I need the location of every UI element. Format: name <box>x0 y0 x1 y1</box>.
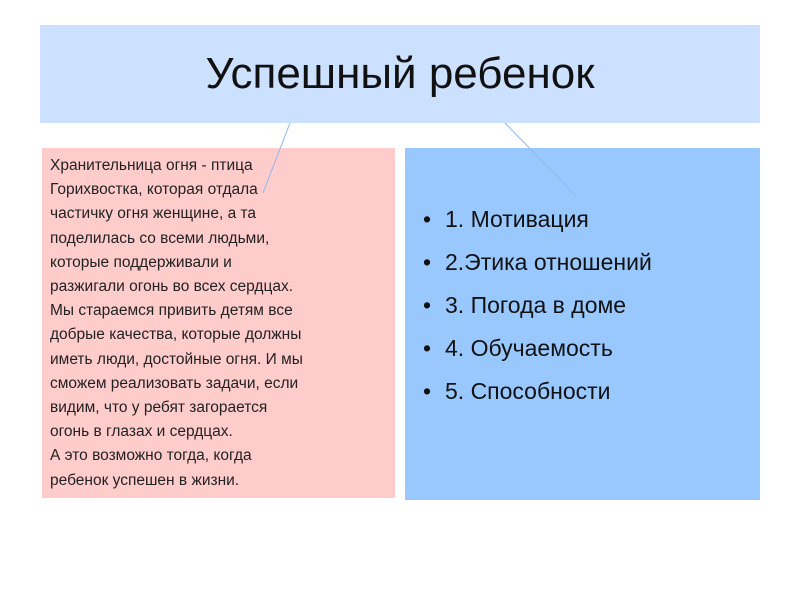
factors-box: • 1. Мотивация • 2.Этика отношений • 3. Погод… <box>405 148 760 500</box>
description-line: сможем реализовать задачи, если <box>50 374 299 392</box>
description-line: частичку огня женщине, а та <box>50 205 257 223</box>
description-line: Хранительница огня - птица <box>50 157 253 174</box>
list-item-label: 2.Этика отношений <box>445 249 652 275</box>
list-item: • 5. Способности <box>423 370 652 413</box>
factors-list: • 1. Мотивация • 2.Этика отношений • 3. Погод… <box>423 198 652 413</box>
description-line: Мы стараемся привить детям все <box>50 302 293 320</box>
description-box: Хранительница огня - птица Горихвостка, к… <box>42 148 395 498</box>
list-item-label: 5. Способности <box>445 378 611 404</box>
bullet-icon: • <box>423 378 432 404</box>
description-line: огонь в глазах и сердцах. <box>50 423 233 441</box>
bullet-icon: • <box>423 335 432 361</box>
bullet-icon: • <box>423 206 432 232</box>
description-line: видим, что у ребят загорается <box>50 399 268 417</box>
description-line: которые поддерживали и <box>50 253 232 271</box>
bullet-icon: • <box>423 249 432 275</box>
list-item: • 2.Этика отношений <box>423 241 652 284</box>
list-item: • 1. Мотивация <box>423 198 652 241</box>
list-item-label: 3. Погода в доме <box>445 292 627 318</box>
connector-line-left <box>262 122 291 194</box>
description-line: Горихвостка, которая отдала <box>50 181 258 199</box>
title-box: Успешный ребенок <box>40 25 760 123</box>
description-line: А это возможно тогда, когда <box>50 447 252 465</box>
bullet-icon: • <box>423 292 432 318</box>
description-line: иметь люди, достойные огня. И мы <box>50 350 303 368</box>
list-item-label: 4. Обучаемость <box>445 335 613 361</box>
list-item-label: 1. Мотивация <box>445 206 589 232</box>
list-item: • 3. Погода в доме <box>423 284 652 327</box>
description-line: поделилась со всеми людьми, <box>50 229 270 247</box>
description-line: добрые качества, которые должны <box>50 326 302 344</box>
list-item: • 4. Обучаемость <box>423 327 652 370</box>
description-line: разжигали огонь во всех сердцах. <box>50 278 294 296</box>
slide-title: Успешный ребенок <box>205 49 595 98</box>
description-line: ребенок успешен в жизни. <box>50 471 240 489</box>
connector-line-right <box>504 122 576 196</box>
